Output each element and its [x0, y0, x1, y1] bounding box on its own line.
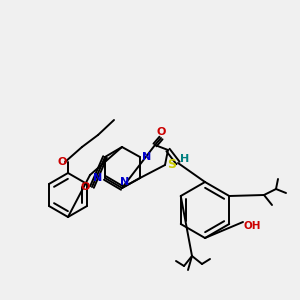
Text: S: S	[167, 158, 176, 172]
Text: N: N	[93, 173, 103, 183]
Text: N: N	[120, 177, 130, 187]
Text: O: O	[156, 127, 166, 137]
Text: O: O	[57, 157, 67, 167]
Text: OH: OH	[243, 221, 261, 231]
Text: N: N	[142, 152, 152, 162]
Text: O: O	[80, 182, 90, 192]
Text: H: H	[180, 154, 190, 164]
